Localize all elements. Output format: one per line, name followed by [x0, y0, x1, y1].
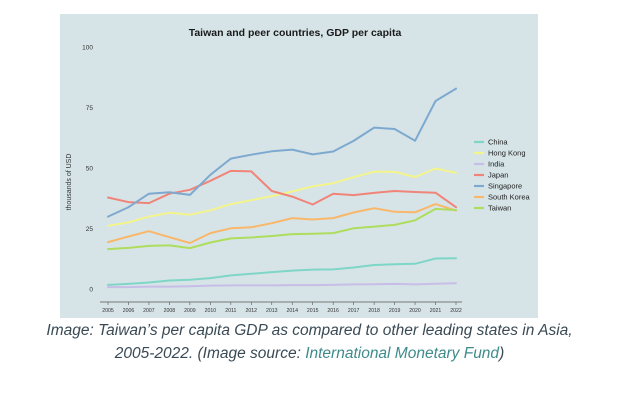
caption-line-2: 2005-2022. (Image source: International … [0, 343, 619, 365]
legend: China Hong Kong India Japan Singapore South K… [474, 138, 531, 213]
x-tick-label: 2019 [389, 308, 401, 314]
x-tick-label: 2012 [246, 308, 258, 314]
x-tick-label: 2016 [327, 308, 339, 314]
legend-label: China [488, 138, 508, 147]
series-line-south-korea [107, 203, 457, 244]
x-tick-label: 2007 [143, 308, 155, 314]
legend-label: India [488, 160, 505, 169]
legend-label: Hong Kong [488, 149, 526, 158]
imf-source-link[interactable]: International Monetary Fund [305, 345, 500, 362]
x-tick-label: 2018 [368, 308, 380, 314]
caption-line-1: Image: Taiwan’s per capita GDP as compar… [46, 322, 573, 339]
x-tick-label: 2013 [266, 308, 278, 314]
y-tick-label: 25 [86, 226, 94, 233]
y-axis-label: thousands of USD [66, 154, 73, 211]
x-tick-label: 2022 [450, 308, 462, 314]
series-line-india [107, 282, 457, 289]
x-tick-label: 2008 [164, 308, 176, 314]
legend-label: Singapore [488, 182, 522, 191]
x-tick-label: 2010 [205, 308, 217, 314]
x-tick-label: 2009 [184, 308, 196, 314]
x-tick-label: 2017 [348, 308, 360, 314]
y-ticks: 0 25 50 75 100 [82, 45, 93, 294]
series-lines [107, 87, 457, 289]
series-line-singapore [107, 87, 457, 218]
caption-source-suffix: ) [499, 345, 505, 362]
y-tick-label: 100 [82, 45, 93, 52]
y-tick-label: 75 [86, 105, 94, 112]
x-tick-label: 2006 [123, 308, 135, 314]
x-ticks: 2005 2006 2007 2008 2009 2010 2011 2012 2013 2014… [102, 302, 462, 314]
y-tick-label: 50 [86, 166, 94, 173]
x-tick-label: 2011 [225, 308, 236, 314]
x-tick-label: 2021 [430, 308, 442, 314]
caption-source-prefix: 2005-2022. (Image source: [114, 345, 306, 362]
legend-label: South Korea [488, 193, 531, 202]
legend-label: Japan [488, 171, 508, 180]
legend-label: Taiwan [488, 204, 511, 213]
series-line-taiwan [107, 207, 457, 251]
x-tick-label: 2014 [286, 308, 298, 314]
series-line-china [107, 257, 457, 286]
y-tick-label: 0 [89, 287, 93, 294]
x-tick-label: 2020 [409, 308, 421, 314]
chart-panel: Taiwan and peer countries, GDP per capit… [60, 14, 538, 318]
chart-title: Taiwan and peer countries, GDP per capit… [189, 27, 402, 39]
series-line-japan [107, 169, 457, 209]
x-tick-label: 2015 [307, 308, 319, 314]
gdp-line-chart: Taiwan and peer countries, GDP per capit… [66, 27, 531, 314]
x-tick-label: 2005 [102, 308, 114, 314]
